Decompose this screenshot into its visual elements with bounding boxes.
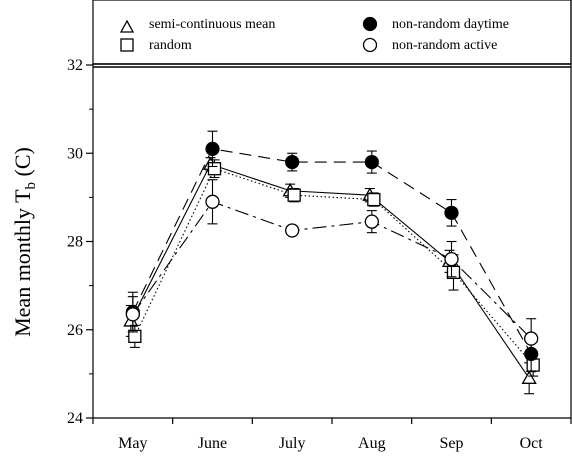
series-non-random-daytime (125, 130, 539, 373)
data-point (446, 265, 461, 280)
data-point (521, 370, 537, 384)
data-point (364, 214, 379, 229)
series-line (134, 168, 534, 366)
legend-marker-filled-circle-icon (362, 16, 378, 32)
data-point (205, 141, 220, 156)
legend-marker-square-icon (120, 38, 134, 52)
data-point (207, 162, 222, 176)
series-line (132, 148, 532, 355)
legend-entry-non-random-daytime: non-random daytime (362, 16, 509, 32)
series-non-random-active (125, 179, 539, 359)
x-tick-label: Aug (358, 435, 386, 452)
series-random (128, 159, 540, 377)
series-line (132, 201, 532, 339)
legend-box (92, 0, 572, 65)
x-tick-label: June (198, 435, 227, 452)
data-point (444, 251, 459, 267)
legend-marker-open-circle-icon (362, 37, 378, 53)
series-line (130, 163, 530, 379)
legend-entry-random: random (120, 38, 192, 53)
y-tick-label: 24 (67, 410, 83, 427)
data-point (285, 154, 300, 170)
data-point (285, 223, 300, 238)
data-point (205, 194, 220, 209)
data-point (526, 358, 540, 372)
series-layer (123, 130, 540, 395)
x-ticks: May June July Aug Sep Oct (92, 418, 572, 452)
y-tick-label: 28 (67, 234, 83, 251)
legend-label-random: random (149, 38, 192, 53)
data-point (128, 329, 142, 344)
data-point (444, 205, 459, 220)
legend-entry-non-random-active: non-random active (362, 37, 497, 53)
data-point (125, 307, 140, 322)
plot-frame (92, 0, 572, 419)
data-point (364, 154, 379, 170)
series-semi-continuous-mean (123, 156, 537, 395)
x-tick-label: Sep (440, 435, 464, 452)
data-point (367, 192, 381, 207)
data-point (524, 331, 539, 346)
y-ticks: 24 26 28 30 32 (67, 57, 93, 427)
legend-entry-semi-continuous: semi-continuous mean (119, 17, 275, 33)
legend-label-non-random-daytime: non-random daytime (392, 17, 509, 32)
legend-label-non-random-active: non-random active (392, 38, 497, 53)
y-tick-label: 32 (67, 57, 83, 74)
legend-marker-triangle-icon (119, 19, 135, 33)
legend-label-semi-continuous: semi-continuous mean (149, 17, 275, 32)
legend: semi-continuous mean random non-random d… (92, 0, 572, 65)
x-tick-label: July (279, 435, 306, 452)
y-tick-label: 26 (67, 322, 83, 339)
data-point (287, 188, 301, 202)
y-tick-label: 30 (67, 145, 83, 162)
x-tick-label: May (118, 435, 147, 452)
x-tick-label: Oct (520, 435, 544, 452)
y-axis-title: Mean monthly Tb (C) (10, 147, 39, 337)
